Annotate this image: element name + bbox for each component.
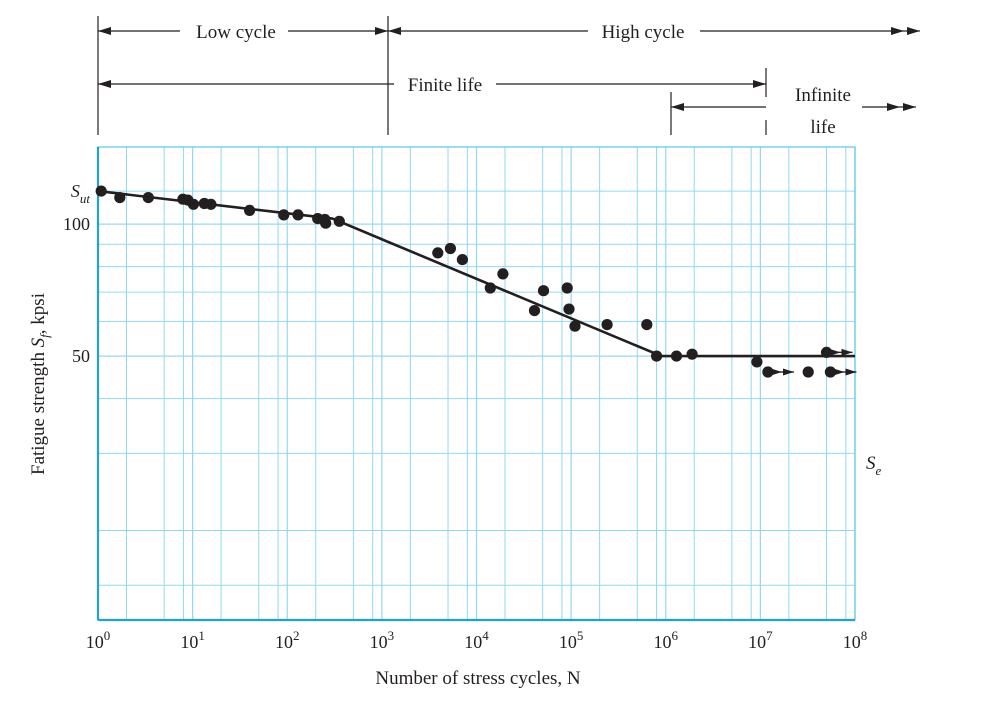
data-point bbox=[432, 247, 444, 259]
x-tick-label: 105 bbox=[559, 628, 584, 652]
x-tick-label: 107 bbox=[748, 628, 773, 652]
data-point bbox=[444, 242, 456, 255]
data-point bbox=[278, 209, 290, 221]
data-point bbox=[142, 192, 154, 204]
data-point bbox=[292, 209, 304, 221]
y-tick-labels: Sut 100 50 bbox=[63, 181, 90, 366]
data-point bbox=[762, 366, 774, 378]
data-point bbox=[333, 215, 345, 227]
data-point bbox=[820, 346, 833, 358]
data-point bbox=[569, 320, 581, 332]
data-point bbox=[537, 285, 550, 297]
x-axis-title: Number of stress cycles, N bbox=[375, 668, 581, 689]
x-tick-label: 100 bbox=[86, 628, 111, 652]
data-point bbox=[528, 305, 541, 317]
data-point bbox=[563, 303, 575, 315]
data-point bbox=[824, 366, 837, 378]
data-point bbox=[686, 348, 698, 360]
data-point bbox=[601, 319, 613, 331]
data-point bbox=[187, 198, 199, 210]
y-axis-title: Fatigue strength Sf, kpsi bbox=[28, 293, 52, 475]
data-points bbox=[95, 185, 837, 378]
low-cycle-label: Low cycle bbox=[196, 22, 276, 43]
regime-annotations: Low cycle High cycle Finite life Infinit… bbox=[97, 16, 920, 138]
data-point bbox=[497, 268, 509, 280]
x-tick-label: 102 bbox=[275, 628, 300, 652]
data-point bbox=[205, 198, 217, 210]
data-point bbox=[456, 254, 468, 266]
data-point bbox=[95, 185, 107, 197]
data-point bbox=[751, 356, 763, 368]
x-tick-label: 101 bbox=[180, 628, 205, 652]
endurance-limit-label: Se bbox=[866, 453, 882, 478]
x-tick-label: 108 bbox=[843, 628, 868, 652]
data-point bbox=[244, 204, 256, 216]
y-tick-label: 50 bbox=[72, 346, 90, 366]
data-point bbox=[320, 217, 332, 229]
y-tick-label: 100 bbox=[63, 214, 90, 234]
x-tick-labels: 100 101 102 103 104 105 106 107 108 bbox=[86, 628, 868, 652]
data-point bbox=[651, 350, 663, 362]
data-point bbox=[670, 350, 683, 362]
x-tick-label: 103 bbox=[370, 628, 395, 652]
grid bbox=[98, 147, 856, 620]
y-tick-label: Sut bbox=[71, 181, 91, 206]
finite-life-label: Finite life bbox=[408, 75, 482, 96]
data-point bbox=[561, 282, 573, 294]
x-tick-label: 106 bbox=[654, 628, 679, 652]
data-point bbox=[641, 319, 653, 331]
data-point bbox=[484, 282, 496, 294]
x-tick-label: 104 bbox=[464, 628, 489, 652]
data-point bbox=[802, 366, 814, 378]
data-point bbox=[114, 192, 126, 204]
life-label: life bbox=[810, 117, 835, 138]
high-cycle-label: High cycle bbox=[602, 22, 685, 43]
infinite-label: Infinite bbox=[795, 85, 851, 106]
